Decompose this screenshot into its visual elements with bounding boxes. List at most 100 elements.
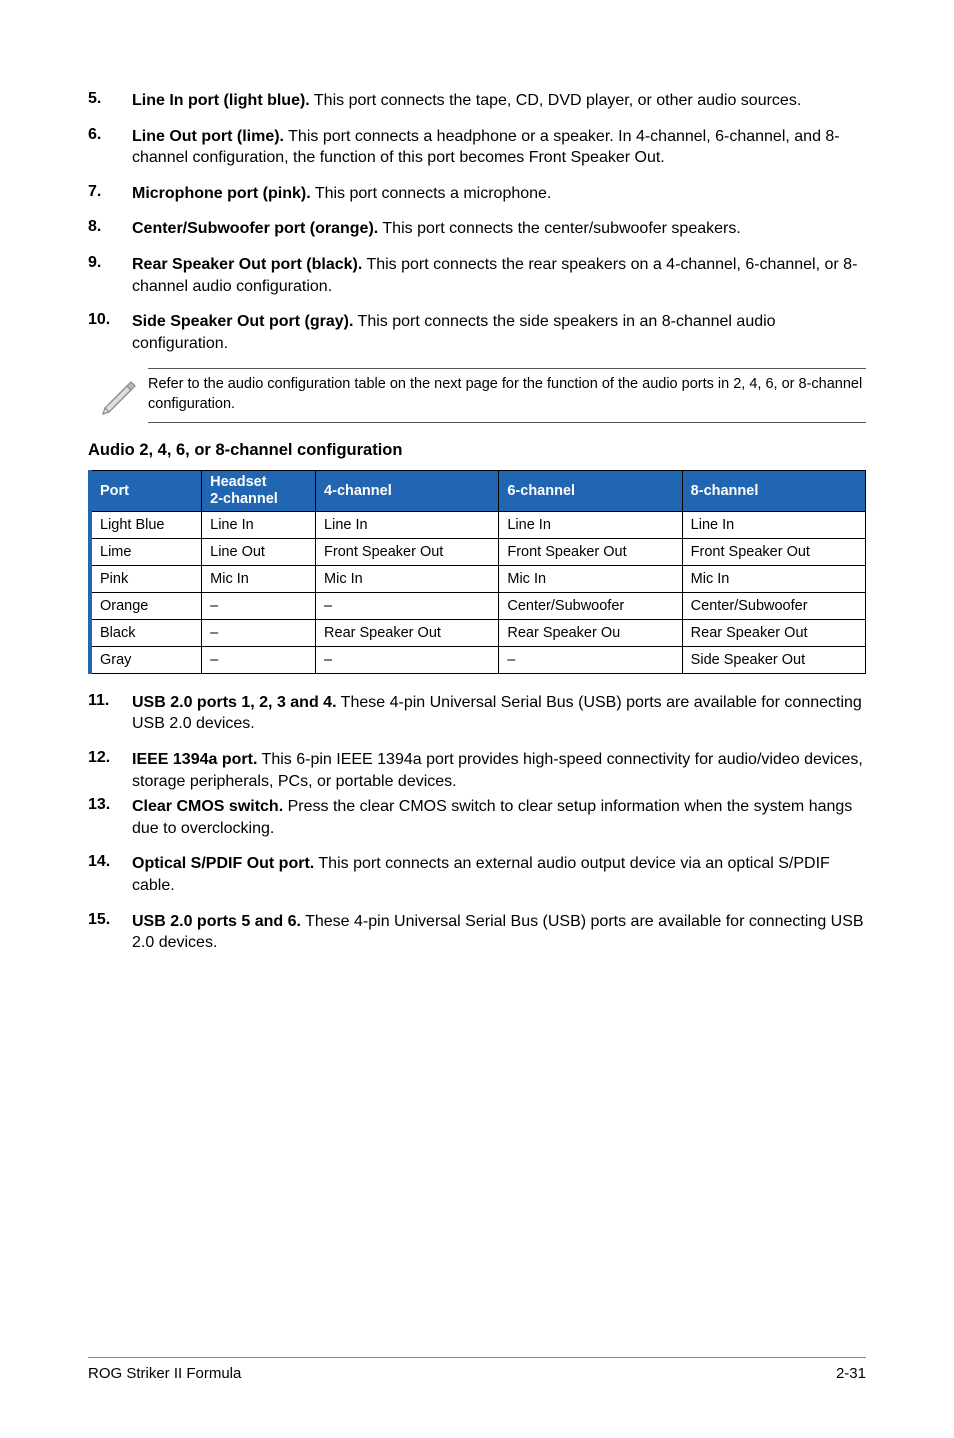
cell: – [499,646,682,673]
cell: Rear Speaker Out [682,619,865,646]
list-number: 13. [88,796,132,839]
cell: Line In [499,511,682,538]
list-item: 13. Clear CMOS switch. Press the clear C… [88,796,866,839]
cell: Mic In [682,565,865,592]
list-number: 15. [88,911,132,954]
col-headset: Headset2-channel [202,471,316,511]
list-item: 8. Center/Subwoofer port (orange). This … [88,218,866,240]
cell: Front Speaker Out [499,538,682,565]
list-item: 9. Rear Speaker Out port (black). This p… [88,254,866,297]
list-text: This port connects the tape, CD, DVD pla… [310,92,802,109]
cell: Line In [316,511,499,538]
list-bold: USB 2.0 ports 1, 2, 3 and 4. [132,694,337,711]
list-item: 14. Optical S/PDIF Out port. This port c… [88,853,866,896]
cell: Light Blue [90,511,202,538]
cell: – [202,619,316,646]
list-item: 7. Microphone port (pink). This port con… [88,183,866,205]
list-body: Line Out port (lime). This port connects… [132,126,866,169]
list-item: 11. USB 2.0 ports 1, 2, 3 and 4. These 4… [88,692,866,735]
footer-right: 2-31 [836,1365,866,1382]
list-number: 5. [88,90,132,112]
note-text: Refer to the audio configuration table o… [148,368,866,423]
list-body: IEEE 1394a port. This 6-pin IEEE 1394a p… [132,749,866,792]
table-row: Orange – – Center/Subwoofer Center/Subwo… [90,592,866,619]
cell: Center/Subwoofer [682,592,865,619]
list-number: 7. [88,183,132,205]
col-6ch: 6-channel [499,471,682,511]
list-bold: Line In port (light blue). [132,92,310,109]
list-body: USB 2.0 ports 1, 2, 3 and 4. These 4-pin… [132,692,866,735]
list-bold: Side Speaker Out port (gray). [132,313,353,330]
cell: Side Speaker Out [682,646,865,673]
list-bold: IEEE 1394a port. [132,751,257,768]
cell: Mic In [316,565,499,592]
cell: Front Speaker Out [682,538,865,565]
col-8ch: 8-channel [682,471,865,511]
cell: Rear Speaker Out [316,619,499,646]
list-number: 11. [88,692,132,735]
list-bold: Clear CMOS switch. [132,798,283,815]
cell: – [316,592,499,619]
table-row: Pink Mic In Mic In Mic In Mic In [90,565,866,592]
list-body: Center/Subwoofer port (orange). This por… [132,218,741,240]
list-bold: Center/Subwoofer port (orange). [132,220,378,237]
list-top: 5. Line In port (light blue). This port … [88,90,866,354]
list-item: 6. Line Out port (lime). This port conne… [88,126,866,169]
list-body: Clear CMOS switch. Press the clear CMOS … [132,796,866,839]
col-port: Port [90,471,202,511]
list-item: 5. Line In port (light blue). This port … [88,90,866,112]
cell: Mic In [499,565,682,592]
table-row: Lime Line Out Front Speaker Out Front Sp… [90,538,866,565]
list-text: This port connects the center/subwoofer … [378,220,741,237]
list-number: 6. [88,126,132,169]
footer-divider [88,1357,866,1358]
list-body: Line In port (light blue). This port con… [132,90,801,112]
cell: Gray [90,646,202,673]
cell: Orange [90,592,202,619]
table-row: Black – Rear Speaker Out Rear Speaker Ou… [90,619,866,646]
cell: Pink [90,565,202,592]
list-body: Side Speaker Out port (gray). This port … [132,311,866,354]
list-body: Microphone port (pink). This port connec… [132,183,551,205]
list-body: USB 2.0 ports 5 and 6. These 4-pin Unive… [132,911,866,954]
list-body: Optical S/PDIF Out port. This port conne… [132,853,866,896]
cell: Front Speaker Out [316,538,499,565]
cell: Rear Speaker Ou [499,619,682,646]
cell: Line Out [202,538,316,565]
col-4ch: 4-channel [316,471,499,511]
list-body: Rear Speaker Out port (black). This port… [132,254,866,297]
cell: – [202,646,316,673]
pencil-icon [88,368,148,416]
cell: Black [90,619,202,646]
cell: Line In [202,511,316,538]
table-heading: Audio 2, 4, 6, or 8-channel configuratio… [88,441,866,460]
audio-config-table: Port Headset2-channel 4-channel 6-channe… [88,470,866,673]
cell: Line In [682,511,865,538]
list-number: 8. [88,218,132,240]
page-footer: ROG Striker II Formula 2-31 [88,1359,866,1382]
list-number: 14. [88,853,132,896]
list-bold: Microphone port (pink). [132,185,311,202]
list-item: 12. IEEE 1394a port. This 6-pin IEEE 139… [88,749,866,792]
table-row: Gray – – – Side Speaker Out [90,646,866,673]
table-header-row: Port Headset2-channel 4-channel 6-channe… [90,471,866,511]
cell: Center/Subwoofer [499,592,682,619]
list-number: 10. [88,311,132,354]
list-number: 12. [88,749,132,792]
list-bold: USB 2.0 ports 5 and 6. [132,913,301,930]
list-item: 10. Side Speaker Out port (gray). This p… [88,311,866,354]
note-block: Refer to the audio configuration table o… [88,368,866,423]
list-bold: Rear Speaker Out port (black). [132,256,362,273]
cell: Lime [90,538,202,565]
cell: – [202,592,316,619]
list-bottom: 11. USB 2.0 ports 1, 2, 3 and 4. These 4… [88,692,866,954]
cell: Mic In [202,565,316,592]
cell: – [316,646,499,673]
table-row: Light Blue Line In Line In Line In Line … [90,511,866,538]
list-bold: Optical S/PDIF Out port. [132,855,314,872]
list-text: This port connects a microphone. [311,185,552,202]
list-item: 15. USB 2.0 ports 5 and 6. These 4-pin U… [88,911,866,954]
footer-left: ROG Striker II Formula [88,1365,241,1382]
list-number: 9. [88,254,132,297]
list-bold: Line Out port (lime). [132,128,284,145]
